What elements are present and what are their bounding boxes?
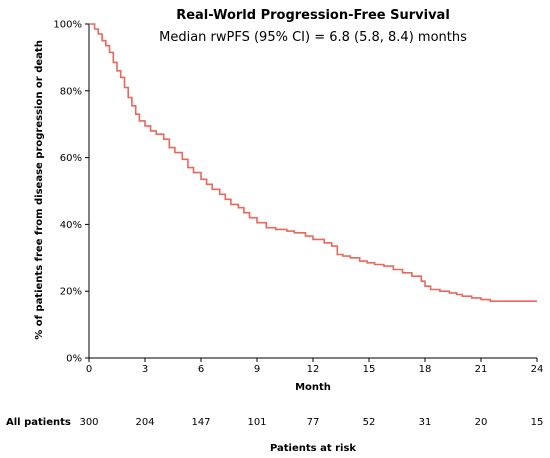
- at-risk-count: 52: [363, 417, 376, 428]
- y-ticks: 0% 20% 40% 60% 80% 100%: [53, 20, 89, 365]
- x-tick-label: 24: [531, 364, 544, 375]
- at-risk-row-label: All patients: [6, 417, 71, 428]
- at-risk-count: 31: [419, 417, 432, 428]
- x-tick-label: 9: [254, 364, 260, 375]
- at-risk-count: 300: [79, 417, 98, 428]
- at-risk-count: 15: [531, 417, 544, 428]
- chart-subtitle: Median rwPFS (95% CI) = 6.8 (5.8, 8.4) m…: [159, 30, 467, 45]
- y-tick-label: 20%: [60, 287, 82, 298]
- at-risk-count: 77: [307, 417, 320, 428]
- y-axis-label: % of patients free from disease progress…: [34, 40, 45, 340]
- x-tick-label: 0: [86, 364, 92, 375]
- x-tick-label: 12: [307, 364, 320, 375]
- chart-title: Real-World Progression-Free Survival: [176, 8, 450, 23]
- x-tick-label: 18: [419, 364, 432, 375]
- y-tick-label: 0%: [66, 354, 82, 365]
- x-tick-label: 6: [198, 364, 204, 375]
- y-tick-label: 80%: [60, 86, 82, 97]
- x-tick-label: 21: [475, 364, 488, 375]
- survival-curve: [89, 23, 537, 302]
- x-tick-label: 3: [142, 364, 148, 375]
- at-risk-title: Patients at risk: [270, 443, 356, 454]
- y-tick-label: 40%: [60, 220, 82, 231]
- at-risk-count: 101: [247, 417, 266, 428]
- axes: [88, 24, 537, 359]
- y-tick-label: 60%: [60, 153, 82, 164]
- at-risk-count: 147: [191, 417, 210, 428]
- at-risk-count: 20: [475, 417, 488, 428]
- at-risk-count: 204: [135, 417, 154, 428]
- y-tick-label: 100%: [53, 20, 82, 31]
- x-ticks: 0 3 6 9 12 15 18 21 24: [86, 358, 544, 375]
- at-risk-values: 300 204 147 101 77 52 31 20 15: [79, 417, 543, 428]
- x-axis-label: Month: [295, 382, 331, 393]
- survival-curve-group: [89, 23, 537, 302]
- x-tick-label: 15: [363, 364, 376, 375]
